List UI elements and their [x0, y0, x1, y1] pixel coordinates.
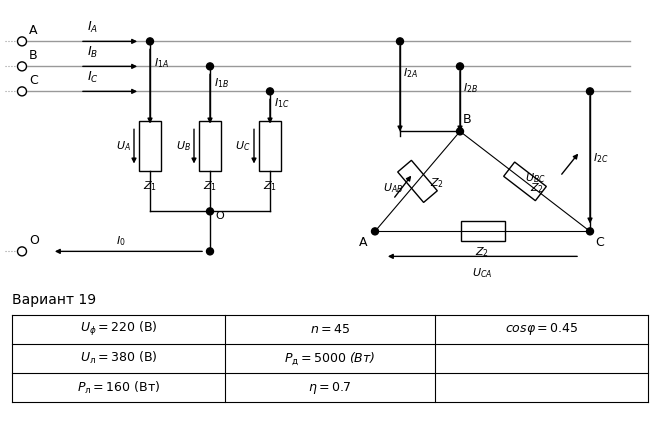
Circle shape: [207, 63, 213, 70]
Bar: [398, 160, 438, 203]
Circle shape: [18, 247, 26, 256]
Text: $Z_2$: $Z_2$: [530, 181, 544, 195]
Bar: [139, 122, 161, 171]
Bar: [461, 222, 504, 241]
Circle shape: [587, 88, 593, 95]
Text: $cos\varphi = 0.45$: $cos\varphi = 0.45$: [505, 321, 578, 337]
Circle shape: [397, 38, 403, 45]
Text: $n = 45$: $n = 45$: [310, 323, 350, 335]
Text: C: C: [29, 74, 38, 87]
Bar: [504, 162, 546, 201]
Circle shape: [457, 128, 463, 135]
Circle shape: [267, 88, 273, 95]
Text: $U_C$: $U_C$: [236, 139, 251, 153]
Text: $P_{\text{д}} = 5000$ (Вт): $P_{\text{д}} = 5000$ (Вт): [284, 350, 376, 367]
Text: $U_A$: $U_A$: [116, 139, 131, 153]
Text: $Z_2$: $Z_2$: [475, 245, 490, 259]
Bar: [259, 122, 281, 171]
Text: $U_{AB}$: $U_{AB}$: [383, 181, 403, 195]
Circle shape: [18, 87, 26, 96]
Text: $I_B$: $I_B$: [87, 45, 98, 60]
Circle shape: [18, 37, 26, 46]
Circle shape: [457, 63, 463, 70]
Circle shape: [207, 208, 213, 215]
Text: $U_{CA}$: $U_{CA}$: [473, 266, 492, 280]
Text: Вариант 19: Вариант 19: [12, 293, 96, 307]
Text: $U_B$: $U_B$: [176, 139, 191, 153]
Text: $\eta = 0.7$: $\eta = 0.7$: [308, 379, 352, 395]
Circle shape: [372, 228, 378, 235]
Text: $Z_1$: $Z_1$: [143, 179, 157, 193]
Text: $Z_2$: $Z_2$: [430, 176, 444, 190]
Text: $U_{\text{л}} = 380$ (В): $U_{\text{л}} = 380$ (В): [80, 350, 157, 366]
Text: $I_C$: $I_C$: [87, 70, 99, 85]
Text: $U_{BC}$: $U_{BC}$: [525, 171, 546, 185]
Text: $U_{\phi} = 220$ (В): $U_{\phi} = 220$ (В): [80, 320, 157, 338]
Text: $I_0$: $I_0$: [116, 234, 126, 248]
Text: $I_{1C}$: $I_{1C}$: [274, 96, 290, 110]
Circle shape: [207, 248, 213, 255]
Circle shape: [18, 62, 26, 71]
Text: $P_{\text{л}} = 160$ (Вт): $P_{\text{л}} = 160$ (Вт): [77, 379, 160, 395]
Bar: [199, 122, 221, 171]
Text: B: B: [463, 114, 472, 126]
Text: $Z_1$: $Z_1$: [203, 179, 217, 193]
Text: $Z_1$: $Z_1$: [263, 179, 277, 193]
Text: A: A: [29, 24, 38, 38]
Text: B: B: [29, 49, 38, 62]
Text: $I_{2C}$: $I_{2C}$: [593, 151, 609, 165]
Text: C: C: [595, 236, 604, 249]
Text: $I_A$: $I_A$: [88, 20, 98, 35]
Text: $I_{1A}$: $I_{1A}$: [154, 57, 169, 70]
Text: $I_{1B}$: $I_{1B}$: [214, 76, 229, 90]
Text: $I_{2B}$: $I_{2B}$: [463, 81, 478, 95]
Circle shape: [587, 228, 593, 235]
Text: $I_{2A}$: $I_{2A}$: [403, 66, 418, 80]
Text: O: O: [29, 234, 39, 247]
Text: A: A: [358, 236, 367, 249]
Circle shape: [147, 38, 154, 45]
Text: O: O: [215, 211, 224, 222]
